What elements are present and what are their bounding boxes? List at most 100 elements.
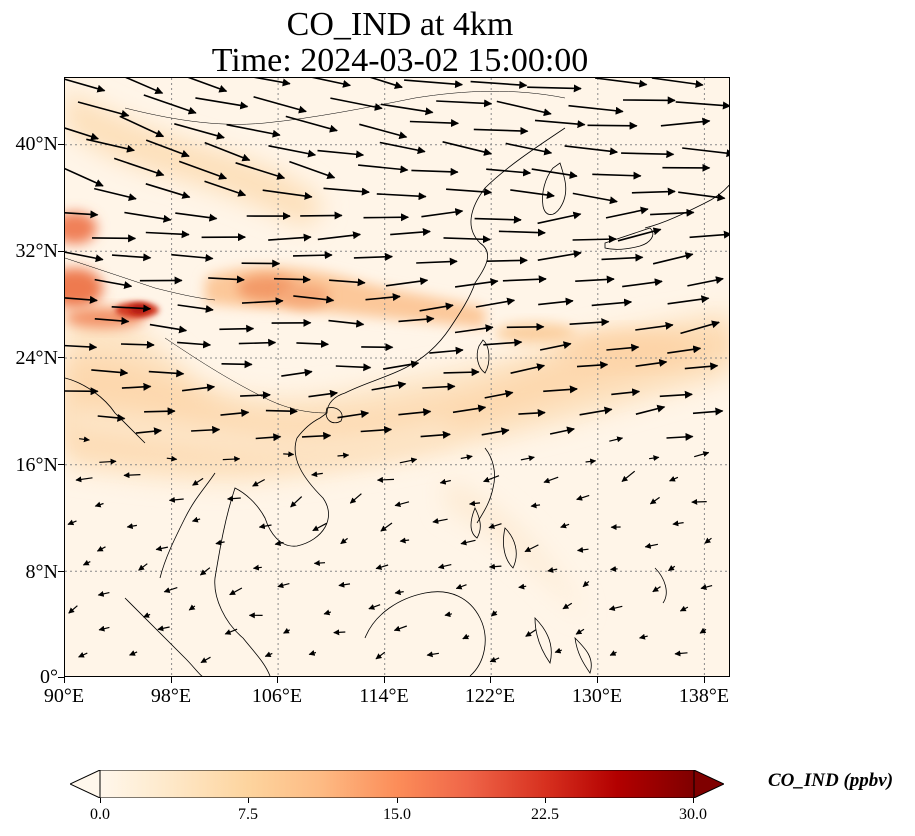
wind-arrow	[444, 611, 453, 618]
lat-tickmark	[58, 357, 64, 358]
colorbar-tickmark	[693, 798, 694, 803]
wind-arrow	[65, 210, 99, 219]
wind-arrow	[469, 500, 481, 507]
wind-arrow	[199, 567, 211, 576]
wind-arrow	[301, 431, 332, 440]
wind-arrow	[221, 360, 253, 369]
wind-arrow	[123, 472, 141, 479]
wind-arrow	[510, 363, 546, 374]
wind-arrow	[227, 495, 241, 502]
wind-arrow	[124, 211, 172, 223]
wind-arrow	[65, 251, 104, 263]
wind-arrow	[77, 101, 130, 118]
wind-arrow	[462, 633, 470, 640]
wind-arrow	[667, 345, 702, 354]
wind-arrow	[460, 539, 476, 546]
wind-arrow	[375, 651, 386, 660]
wind-arrow	[475, 297, 516, 308]
wind-arrow	[94, 187, 137, 201]
wind-arrow	[323, 609, 331, 616]
wind-arrow	[481, 427, 510, 436]
wind-arrow	[667, 295, 710, 305]
plot-time-subtitle: Time: 2024-03-02 15:00:00	[211, 42, 589, 79]
wind-arrow	[283, 627, 290, 634]
wind-arrow	[111, 304, 152, 313]
wind-arrow	[679, 605, 689, 612]
wind-arrow	[446, 187, 493, 196]
wind-arrow	[454, 278, 499, 288]
wind-arrow	[300, 211, 343, 220]
wind-arrow	[262, 189, 313, 200]
wind-arrow	[394, 589, 404, 596]
colorbar-tickmark	[100, 798, 101, 803]
lon-tickmark	[277, 677, 278, 683]
wind-arrow	[312, 522, 327, 532]
wind-arrow	[436, 99, 493, 108]
colorbar-tick-7-5: 7.5	[238, 806, 258, 823]
wind-arrow	[666, 432, 694, 441]
wind-arrow	[422, 382, 456, 391]
wind-arrow	[177, 340, 212, 349]
wind-arrow	[610, 565, 618, 572]
wind-arrow	[328, 319, 365, 328]
wind-arrow	[65, 295, 98, 304]
lon-tickmark	[64, 677, 65, 683]
wind-arrow	[525, 629, 537, 637]
wind-arrow	[125, 78, 164, 95]
wind-arrow	[363, 213, 409, 222]
wind-arrow	[587, 121, 638, 130]
wind-arrow	[97, 590, 110, 597]
lon-tick-90e: 90°E	[43, 685, 85, 707]
wind-arrow	[330, 97, 383, 111]
wind-arrow	[568, 104, 624, 115]
wind-arrow	[591, 298, 633, 307]
wind-arrow	[238, 338, 277, 347]
wind-arrow	[398, 408, 432, 417]
wind-arrow	[120, 340, 155, 349]
wind-arrow	[358, 164, 409, 174]
wind-arrow	[323, 187, 370, 196]
wind-arrow	[700, 584, 713, 590]
lat-tickmark	[58, 464, 64, 465]
wind-arrow	[543, 385, 578, 394]
wind-arrow	[215, 539, 225, 546]
wind-arrow	[692, 407, 724, 416]
wind-arrow	[68, 605, 78, 614]
wind-arrow	[672, 520, 684, 527]
wind-arrow	[455, 583, 467, 590]
wind-arrow	[157, 625, 170, 632]
gridlines	[65, 78, 729, 676]
wind-arrow	[333, 629, 346, 636]
wind-arrow	[359, 123, 408, 140]
map-panel	[64, 77, 730, 677]
lon-tickmark	[597, 677, 598, 683]
wind-arrow	[226, 123, 281, 138]
wind-arrow	[65, 127, 99, 141]
colorbar-tickmark	[545, 798, 546, 803]
wind-arrow	[674, 650, 688, 657]
wind-arrow	[126, 523, 137, 530]
wind-arrow	[86, 138, 135, 153]
wind-arrow	[144, 407, 176, 416]
wind-arrow	[569, 318, 610, 327]
wind-arrow	[371, 381, 407, 391]
wind-arrow	[220, 409, 250, 417]
wind-arrow	[650, 208, 695, 217]
wind-arrow	[622, 278, 663, 288]
wind-arrow	[486, 168, 532, 177]
wind-arrow	[253, 78, 291, 87]
wind-arrow	[252, 478, 265, 487]
wind-arrow	[576, 361, 609, 370]
wind-arrow	[694, 451, 710, 458]
wind-arrow	[682, 147, 729, 158]
colorbar	[70, 770, 724, 798]
wind-arrow	[143, 612, 151, 618]
lon-tick-114e: 114°E	[359, 685, 409, 707]
wind-arrow	[240, 391, 271, 400]
wind-arrow	[296, 339, 329, 348]
wind-arrow	[178, 160, 228, 180]
wind-arrow	[652, 252, 694, 265]
wind-arrow	[281, 368, 313, 377]
wind-arrow	[219, 324, 255, 333]
wind-arrow	[65, 78, 106, 93]
